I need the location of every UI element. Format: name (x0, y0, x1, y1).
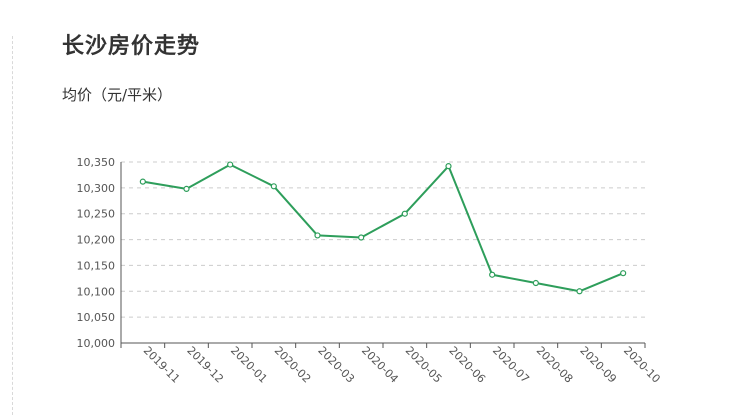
x-tick-label: 2020-06 (446, 344, 488, 386)
y-tick-label: 10,100 (77, 285, 116, 298)
x-tick-label: 2020-08 (534, 344, 576, 386)
data-point (314, 232, 321, 239)
data-point (532, 279, 539, 287)
y-tick-label: 10,050 (77, 311, 116, 324)
data-point (489, 271, 496, 278)
x-tick-label: 2019-12 (184, 344, 226, 386)
series-line (142, 163, 624, 293)
y-tick-label: 10,300 (77, 182, 116, 195)
data-point (139, 178, 146, 185)
chart-title: 长沙房价走势 (62, 34, 201, 59)
x-tick-label: 2020-10 (621, 344, 663, 386)
x-tick-label: 2020-05 (403, 344, 445, 386)
data-point (576, 288, 583, 295)
x-tick-label: 2020-02 (272, 344, 314, 386)
data-point (445, 163, 452, 170)
data-point (270, 183, 277, 190)
y-tick-label: 10,350 (77, 156, 116, 169)
left-divider (12, 36, 13, 415)
data-point (227, 161, 234, 168)
x-tick-label: 2019-11 (141, 344, 183, 386)
x-tick-label: 2020-01 (228, 344, 270, 386)
x-tick-label: 2020-09 (577, 344, 619, 386)
y-axis-label: 均价（元/平米） (62, 86, 173, 104)
x-tick-label: 2020-03 (315, 344, 357, 386)
data-point (183, 185, 190, 192)
y-tick-label: 10,000 (77, 337, 116, 350)
x-tick-label: 2020-04 (359, 344, 401, 386)
data-point (401, 210, 408, 217)
x-tick-label: 2020-07 (490, 344, 532, 386)
y-tick-label: 10,200 (77, 234, 116, 247)
data-point (620, 270, 627, 277)
y-tick-label: 10,150 (77, 259, 116, 272)
data-point (358, 234, 365, 241)
y-tick-label: 10,250 (77, 208, 116, 221)
